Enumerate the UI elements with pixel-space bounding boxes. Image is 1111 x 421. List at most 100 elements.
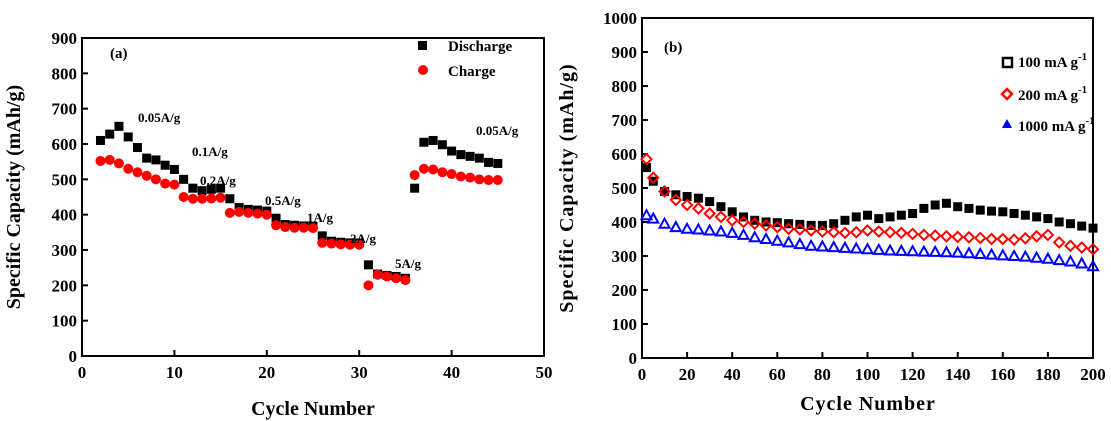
data-point-series-3: [1029, 250, 1044, 263]
data-point-charge: [428, 164, 439, 175]
data-point-series-2: [1075, 241, 1089, 254]
data-point-series-3: [984, 247, 999, 260]
y-tick-label: 300: [52, 241, 78, 260]
data-points-b: [639, 152, 1100, 272]
data-point-series-3: [826, 240, 841, 253]
data-point-charge: [381, 271, 392, 282]
y-tick-label: 700: [52, 100, 78, 119]
data-point-series-1: [1077, 221, 1087, 231]
x-axis-b: 0 20 40 60 80 100 120 140 160 180 200: [638, 352, 1106, 384]
data-point-charge: [465, 172, 476, 183]
legend-label-200: 200 mA g-1: [1018, 84, 1087, 104]
data-point-series-3: [849, 241, 863, 254]
data-point-discharge: [206, 184, 216, 194]
data-point-series-3: [702, 223, 717, 236]
data-point-discharge: [474, 153, 484, 163]
data-point-series-3: [860, 242, 875, 255]
x-tick-label: 200: [1080, 365, 1106, 384]
legend-marker-charge: [418, 65, 428, 75]
x-axis-title-a: Cycle Number: [251, 398, 375, 420]
y-tick-label: 800: [612, 77, 638, 96]
data-point-series-1: [1088, 223, 1098, 233]
data-point-series-3: [928, 244, 942, 257]
annotation-rate-7: 5A/g: [395, 256, 422, 271]
data-point-series-3: [1018, 249, 1033, 262]
data-point-series-1: [941, 198, 951, 208]
data-point-charge: [224, 207, 235, 218]
y-tick-label: 800: [52, 64, 78, 83]
data-point-charge: [437, 167, 448, 178]
data-point-series-1: [840, 215, 850, 225]
data-point-charge: [298, 222, 309, 233]
data-point-series-3: [917, 244, 931, 257]
data-point-charge: [391, 273, 402, 284]
data-point-series-1: [648, 176, 658, 186]
data-point-discharge: [123, 132, 133, 142]
data-point-series-2: [1052, 235, 1066, 249]
data-point-series-3: [793, 237, 807, 250]
y-tick-label: 400: [612, 213, 638, 232]
data-point-charge: [474, 174, 485, 185]
data-point-series-3: [736, 227, 751, 240]
legend-label-100: 100 mA g-1: [1018, 51, 1087, 71]
x-tick-label: 20: [679, 365, 696, 384]
y-axis-title-a: Specific Capacity (mAh/g): [3, 85, 25, 309]
data-point-series-2: [1086, 242, 1100, 256]
data-point-charge: [160, 178, 171, 189]
data-point-charge: [271, 220, 282, 231]
data-point-charge: [261, 209, 272, 220]
data-point-discharge: [271, 213, 281, 223]
data-point-series-2: [1007, 233, 1021, 247]
data-point-charge: [132, 167, 143, 178]
data-point-discharge: [419, 137, 429, 147]
x-tick-label: 80: [814, 365, 831, 384]
data-point-series-1: [874, 214, 884, 224]
chart-panel-b: 0 100 200 300 400 500 600 700 800 900 1000 0 20 40 60…: [556, 9, 1106, 415]
data-point-charge: [215, 192, 226, 203]
data-point-discharge: [160, 160, 170, 170]
data-point-series-2: [646, 171, 660, 185]
y-tick-label: 700: [612, 111, 638, 130]
x-tick-label: 0: [78, 363, 87, 382]
data-point-series-3: [883, 243, 897, 256]
data-point-discharge: [225, 194, 235, 204]
data-point-discharge: [197, 186, 207, 196]
data-point-charge: [455, 171, 466, 182]
data-point-series-3: [872, 242, 886, 255]
data-point-series-1: [930, 200, 940, 210]
data-point-series-3: [657, 216, 672, 229]
y-tick-label: 200: [52, 276, 78, 295]
x-tick-label: 10: [166, 363, 183, 382]
data-point-series-2: [1041, 228, 1055, 242]
data-point-discharge: [428, 135, 438, 145]
data-point-charge: [354, 239, 365, 250]
data-point-series-3: [669, 220, 683, 233]
data-point-series-2: [725, 213, 739, 227]
data-point-discharge: [456, 150, 466, 160]
x-tick-label: 30: [351, 363, 368, 382]
data-points-a: [95, 121, 503, 291]
y-tick-label: 200: [612, 281, 638, 300]
data-point-series-3: [894, 243, 909, 256]
data-point-series-1: [829, 219, 839, 229]
data-point-series-3: [939, 245, 954, 258]
annotation-rate-1: 0.05A/g: [138, 110, 181, 125]
data-point-series-2: [793, 223, 807, 236]
data-point-series-3: [996, 248, 1010, 261]
data-point-series-3: [691, 222, 706, 235]
data-point-charge: [150, 174, 161, 185]
data-point-charge: [418, 163, 429, 174]
data-point-series-2: [985, 232, 998, 246]
data-point-charge: [187, 193, 198, 204]
data-point-series-3: [804, 238, 818, 251]
data-point-charge: [344, 239, 355, 250]
data-point-series-2: [996, 232, 1010, 246]
x-tick-label: 0: [638, 365, 647, 384]
data-point-series-2: [1064, 239, 1077, 253]
data-point-series-2: [872, 225, 886, 238]
data-point-discharge: [484, 157, 494, 167]
data-point-series-2: [1018, 231, 1032, 245]
rate-annotations-a: 0.05A/g 0.1A/g 0.2A/g 0.5A/g 1A/g 2A/g 5…: [138, 110, 519, 271]
data-point-charge: [363, 280, 374, 291]
data-point-charge: [409, 170, 420, 181]
